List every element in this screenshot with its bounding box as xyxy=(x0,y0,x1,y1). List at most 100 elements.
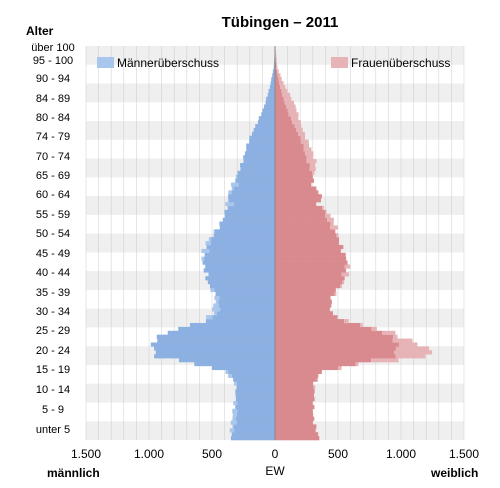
female-bar xyxy=(275,116,292,121)
age-group-label: 65 - 69 xyxy=(36,170,70,182)
male-bar xyxy=(217,311,275,316)
male-surplus-bar xyxy=(232,424,234,429)
age-group-label: 10 - 14 xyxy=(36,384,70,396)
age-group-label: 25 - 29 xyxy=(36,325,70,337)
female-bar xyxy=(275,287,336,293)
male-bar xyxy=(236,393,275,398)
male-surplus-bar xyxy=(210,287,215,293)
male-bar xyxy=(218,303,275,308)
female-bar xyxy=(275,330,383,335)
female-bar xyxy=(275,432,319,437)
female-surplus-bar xyxy=(279,81,284,86)
male-bar xyxy=(272,69,275,74)
age-group-label: 70 - 74 xyxy=(36,151,70,163)
age-group-label: 30 - 34 xyxy=(36,306,70,318)
male-bar xyxy=(150,342,275,347)
female-surplus-bar xyxy=(305,151,314,156)
age-group-label: 55 - 59 xyxy=(36,209,70,221)
male-surplus-bar xyxy=(225,202,234,207)
female-surplus-bar xyxy=(344,264,351,269)
male-bar xyxy=(203,268,275,273)
male-bar xyxy=(255,124,275,129)
female-bar xyxy=(275,303,332,308)
x-tick-label: 1.000 xyxy=(134,447,164,461)
female-surplus-bar xyxy=(371,326,377,332)
male-bar xyxy=(219,295,275,300)
male-bar xyxy=(270,81,275,86)
male-bar xyxy=(205,319,275,324)
x-axis-title: EW xyxy=(265,464,285,478)
male-bar xyxy=(237,408,275,413)
male-bar xyxy=(236,385,275,390)
female-bar xyxy=(275,151,306,156)
female-surplus-bar xyxy=(276,61,278,66)
age-group-label: 40 - 44 xyxy=(36,267,70,279)
male-surplus-bar xyxy=(228,190,232,195)
female-surplus-bar xyxy=(306,155,314,160)
male-bar xyxy=(218,299,275,304)
male-bar xyxy=(261,112,275,117)
female-surplus-bar xyxy=(392,338,413,343)
female-bar xyxy=(275,139,301,144)
male-bar xyxy=(231,432,275,437)
male-bar xyxy=(235,404,275,410)
male-surplus-bar xyxy=(201,248,210,254)
male-bar xyxy=(240,163,275,168)
male-bar xyxy=(265,100,275,105)
female-bar xyxy=(275,322,361,328)
female-bar xyxy=(275,120,293,125)
male-bar xyxy=(213,233,275,238)
female-bar xyxy=(275,334,394,339)
female-surplus-bar xyxy=(325,213,331,218)
female-bar xyxy=(275,346,396,351)
female-bar xyxy=(275,229,336,234)
age-group-label: 5 - 9 xyxy=(42,404,64,416)
female-surplus-bar xyxy=(276,65,278,70)
x-tick-label: 1.000 xyxy=(386,447,416,461)
male-bar xyxy=(266,96,275,101)
female-bar xyxy=(275,205,323,211)
female-surplus-bar xyxy=(312,170,315,176)
right-label-weiblich: weiblich xyxy=(430,466,478,480)
female-surplus-bar xyxy=(292,120,301,125)
female-surplus-bar xyxy=(314,397,316,402)
male-bar xyxy=(268,88,275,94)
legend-label-female: Frauenüberschuss xyxy=(351,56,450,70)
male-bar xyxy=(243,159,275,164)
female-bar xyxy=(275,408,313,413)
female-bars xyxy=(275,46,433,441)
male-surplus-bar xyxy=(212,307,221,312)
male-surplus-bar xyxy=(213,229,215,234)
female-surplus-bar xyxy=(300,139,309,144)
male-surplus-bar xyxy=(235,393,237,398)
female-bar xyxy=(275,81,280,86)
male-bar xyxy=(212,315,275,320)
female-bar xyxy=(275,256,347,261)
male-bar xyxy=(209,283,275,289)
female-bar xyxy=(275,213,326,218)
male-bar xyxy=(228,194,275,199)
female-bar xyxy=(275,283,341,289)
female-surplus-bar xyxy=(303,143,310,148)
male-bar xyxy=(157,338,275,343)
male-bar xyxy=(202,260,275,265)
male-bar xyxy=(209,248,275,254)
male-bar xyxy=(253,127,275,133)
female-bar xyxy=(275,174,313,179)
male-surplus-bar xyxy=(227,198,230,203)
female-bar xyxy=(275,307,330,312)
female-surplus-bar xyxy=(309,163,316,168)
female-bar xyxy=(275,369,322,374)
female-surplus-bar xyxy=(281,88,288,94)
male-bar xyxy=(194,361,275,367)
male-bar xyxy=(205,276,275,281)
female-bar xyxy=(275,385,314,390)
male-bar xyxy=(224,209,275,215)
male-surplus-bar xyxy=(213,303,219,308)
legend-swatch-male xyxy=(97,57,114,68)
female-bar xyxy=(275,416,315,421)
male-bar xyxy=(236,381,275,386)
female-bar xyxy=(275,260,348,265)
male-bar xyxy=(263,104,275,109)
